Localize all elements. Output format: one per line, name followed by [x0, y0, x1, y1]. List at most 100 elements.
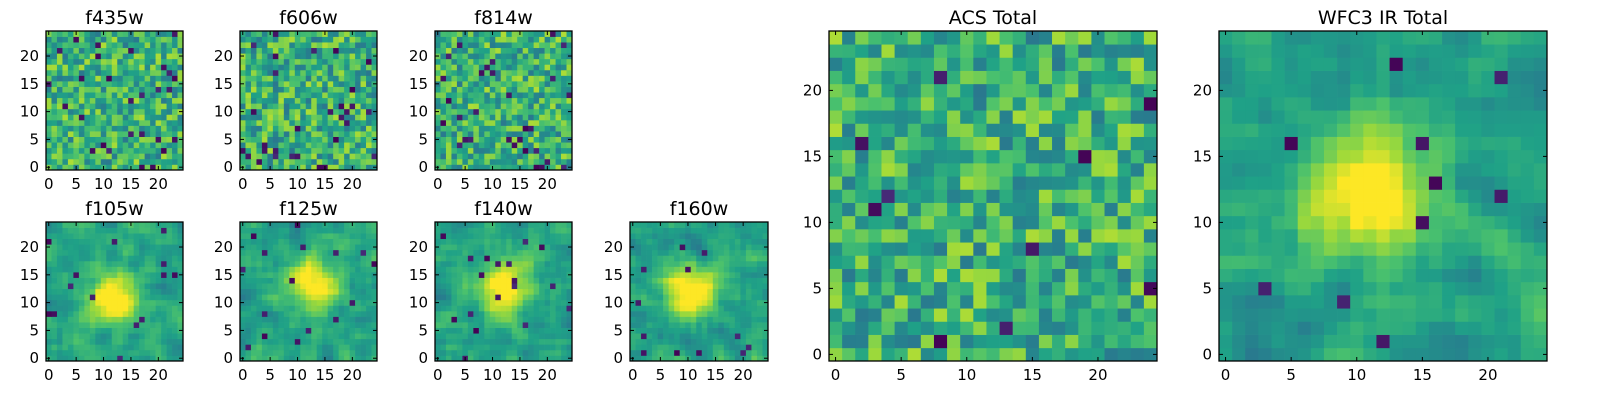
heatmap-cell [111, 125, 118, 132]
heatmap-cell [539, 64, 545, 71]
heatmap-cell [894, 202, 909, 217]
heatmap-cell [166, 58, 173, 65]
heatmap-cell [489, 114, 496, 121]
heatmap-cell [322, 108, 329, 115]
heatmap-cell [177, 42, 184, 49]
heatmap-cell [1078, 295, 1092, 309]
heatmap-cell [371, 294, 378, 301]
heatmap-cell [144, 164, 151, 171]
heatmap-cell [73, 158, 80, 165]
heatmap-cell [539, 233, 545, 240]
heatmap-cell [696, 294, 703, 301]
heatmap-cell [256, 355, 263, 362]
heatmap-cell [355, 31, 361, 37]
heatmap-cell [473, 327, 480, 334]
heatmap-cell [1117, 176, 1132, 190]
heatmap-cell [511, 103, 518, 110]
heatmap-cell [517, 266, 524, 273]
heatmap-cell [305, 294, 312, 301]
heatmap-cell [657, 305, 664, 312]
heatmap-cell [973, 334, 987, 349]
heatmap-cell [95, 147, 102, 154]
heatmap-cell [663, 316, 669, 323]
heatmap-cell [756, 227, 763, 234]
heatmap-cell [51, 338, 58, 345]
heatmap-cell [947, 202, 961, 217]
heatmap-cell [489, 266, 496, 273]
heatmap-cell [283, 103, 290, 110]
heatmap-cell [668, 322, 675, 328]
heatmap-cell [1065, 189, 1079, 203]
heatmap-cell [663, 227, 669, 234]
heatmap-cell [144, 322, 151, 328]
heatmap-cell [278, 310, 285, 317]
heatmap-cell [489, 69, 496, 76]
heatmap-cell [495, 92, 502, 99]
heatmap-cell [256, 244, 263, 251]
heatmap-cell [73, 227, 80, 234]
x-tick-label: 20 [538, 175, 557, 193]
heatmap-cell [366, 327, 372, 334]
heatmap-cell [495, 58, 502, 65]
heatmap-cell [349, 103, 356, 110]
heatmap-cell [484, 355, 491, 362]
heatmap-cell [745, 277, 752, 284]
heatmap-cell [366, 103, 372, 110]
heatmap-cell [283, 86, 290, 93]
heatmap-cell [641, 266, 647, 273]
heatmap-cell [734, 327, 741, 334]
heatmap-cell [371, 114, 378, 121]
heatmap-cell [250, 260, 257, 267]
heatmap-cell [283, 327, 290, 334]
heatmap-cell [161, 92, 167, 99]
heatmap-cell [668, 277, 675, 284]
heatmap-cell [56, 108, 63, 115]
heatmap-cell [117, 272, 124, 278]
heatmap-cell [51, 316, 58, 323]
heatmap-cell [360, 244, 367, 251]
heatmap-cell [544, 42, 551, 49]
heatmap-cell [679, 333, 686, 340]
heatmap-cell [445, 238, 452, 245]
heatmap-cell [344, 108, 350, 115]
heatmap-cell [177, 316, 184, 323]
heatmap-cell [478, 97, 485, 104]
heatmap-cell [177, 233, 184, 240]
heatmap-cell [440, 92, 447, 99]
heatmap-cell [84, 131, 91, 137]
heatmap-cell [250, 294, 257, 301]
heatmap-cell [311, 294, 318, 301]
heatmap-cell [89, 114, 96, 121]
heatmap-cell [111, 233, 118, 240]
heatmap-cell [172, 114, 178, 121]
heatmap-cell [478, 42, 485, 49]
heatmap-cell [539, 227, 545, 234]
heatmap-cell [999, 215, 1014, 230]
heatmap-cell [172, 260, 178, 267]
heatmap-cell [106, 305, 113, 312]
heatmap-cell [344, 310, 350, 317]
heatmap-cell [250, 31, 257, 37]
heatmap-cell [166, 103, 173, 110]
heatmap-cell [111, 249, 118, 256]
heatmap-cell [89, 108, 96, 115]
heatmap-cell [528, 142, 534, 149]
heatmap-cell [338, 86, 345, 93]
heatmap-cell [245, 277, 252, 284]
heatmap-cell [478, 136, 485, 143]
heatmap-cell [349, 327, 356, 334]
heatmap-cell [740, 233, 747, 240]
x-tick-label: 0 [433, 366, 443, 384]
heatmap-cell [256, 338, 263, 345]
heatmap-cell [294, 147, 301, 154]
heatmap-cell [333, 255, 339, 262]
heatmap-cell [506, 266, 513, 273]
heatmap-cell [484, 164, 491, 171]
heatmap-cell [133, 338, 140, 345]
heatmap-cell [89, 277, 96, 284]
heatmap-cell [300, 305, 307, 312]
heatmap-cell [506, 310, 513, 317]
heatmap-cell [89, 119, 96, 126]
